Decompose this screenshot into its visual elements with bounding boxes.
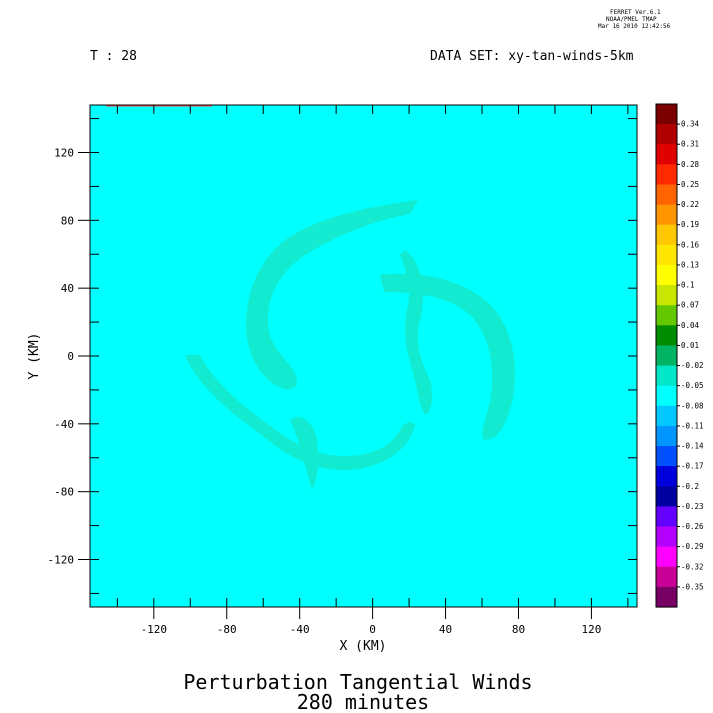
y-axis-ticks [78, 118, 637, 594]
colorbar-swatch [656, 345, 677, 367]
colorbar-level-label: -0.02 [681, 361, 704, 370]
colorbar-level-label: -0.32 [681, 562, 704, 571]
colorbar-level-label: -0.26 [681, 522, 704, 531]
y-tick-label: -80 [54, 486, 74, 499]
colorbar-level-label: -0.2 [681, 482, 699, 491]
x-tick-label: -80 [217, 623, 237, 636]
colorbar-swatch [656, 204, 677, 226]
dataset-label: DATA SET: xy-tan-winds-5km [430, 49, 634, 64]
plot-area: -120 -80 -40 0 40 80 120 120 80 40 0 -40 -80 -120 [48, 104, 638, 636]
band-center-right [400, 250, 433, 415]
colorbar-level-label: 0.34 [681, 120, 700, 129]
colorbar-level-label: -0.23 [681, 502, 704, 511]
ferret-org: NOAA/PMEL TMAP [606, 16, 657, 23]
colorbar-level-label: 0.28 [681, 160, 700, 169]
colorbar-frame [655, 103, 678, 608]
colorbar [655, 103, 680, 608]
band-upper-left [246, 200, 418, 390]
colorbar-swatch [656, 425, 677, 447]
colorbar-swatch [656, 526, 677, 548]
colorbar-swatch [656, 264, 677, 286]
y-tick-label: 120 [54, 146, 74, 159]
x-axis-label: X (KM) [340, 639, 387, 654]
colorbar-level-label: -0.11 [681, 421, 704, 430]
x-tick-label: -120 [141, 623, 168, 636]
y-axis-label: Y (KM) [27, 333, 42, 380]
colorbar-swatch [656, 486, 677, 507]
y-tick-label: -120 [48, 554, 75, 567]
colorbar-level-label: -0.14 [681, 442, 704, 451]
colorbar-level-label: -0.17 [681, 462, 704, 471]
chart-title: Perturbation Tangential Winds [183, 670, 532, 694]
ferret-timestamp: Mar 16 2010 12:42:56 [598, 23, 671, 30]
x-tick-label: -40 [290, 623, 310, 636]
colorbar-swatch [656, 144, 677, 165]
colorbar-level-label: 0.04 [681, 321, 700, 330]
colorbar-level-label: -0.29 [681, 542, 704, 551]
colorbar-level-label: -0.05 [681, 381, 704, 390]
colorbar-swatch [656, 446, 677, 467]
y-tick-label: 0 [67, 350, 74, 363]
colorbar-level-label: 0.22 [681, 200, 699, 209]
colorbar-level-label: -0.35 [681, 582, 704, 591]
colorbar-level-label: 0.16 [681, 240, 700, 249]
x-axis-ticks [116, 105, 629, 619]
ferret-version: FERRET Ver.6.1 [610, 9, 661, 16]
chart-subtitle: 280 minutes [297, 690, 429, 713]
colorbar-swatch [656, 405, 677, 427]
band-lower-center [290, 417, 319, 490]
colorbar-swatch [656, 385, 677, 407]
colorbar-swatch [656, 224, 677, 246]
y-axis-tick-labels: 120 80 40 0 -40 -80 -120 [48, 146, 75, 566]
y-tick-label: 40 [61, 282, 74, 295]
colorbar-swatch [656, 164, 677, 186]
x-tick-label: 120 [581, 623, 601, 636]
colorbar-level-label: 0.07 [681, 301, 699, 310]
x-tick-label: 80 [512, 623, 525, 636]
colorbar-swatch [656, 506, 677, 528]
field-bands [185, 200, 515, 490]
colorbar-swatch [656, 184, 677, 206]
time-label: T : 28 [90, 49, 137, 64]
band-right [380, 273, 515, 440]
colorbar-swatch [656, 466, 677, 487]
y-tick-label: -40 [54, 418, 74, 431]
colorbar-swatch [656, 305, 677, 326]
colorbar-swatch [656, 566, 677, 588]
x-tick-label: 40 [439, 623, 452, 636]
colorbar-swatch [656, 285, 677, 306]
band-lower-left [185, 355, 415, 470]
y-tick-label: 80 [61, 214, 74, 227]
colorbar-swatch [656, 244, 677, 266]
colorbar-level-label: 0.19 [681, 220, 699, 229]
colorbar-swatch [656, 586, 677, 608]
colorbar-level-label: 0.01 [681, 341, 699, 350]
colorbar-level-label: -0.08 [681, 401, 704, 410]
colorbar-level-label: 0.31 [681, 140, 699, 149]
x-tick-label: 0 [369, 623, 376, 636]
colorbar-swatch [656, 546, 677, 568]
colorbar-swatch [656, 104, 677, 125]
colorbar-level-label: 0.1 [681, 281, 695, 290]
colorbar-swatch [656, 325, 677, 347]
colorbar-level-label: 0.25 [681, 180, 699, 189]
x-axis-tick-labels: -120 -80 -40 0 40 80 120 [141, 623, 602, 636]
colorbar-swatch [656, 124, 677, 145]
colorbar-level-label: 0.13 [681, 260, 699, 269]
heatmap-background [90, 105, 637, 607]
colorbar-labels: 0.34 0.31 0.28 0.25 0.22 0.19 0.16 0.13 0.1 0.07 0… [681, 120, 704, 592]
colorbar-swatch [656, 365, 677, 387]
